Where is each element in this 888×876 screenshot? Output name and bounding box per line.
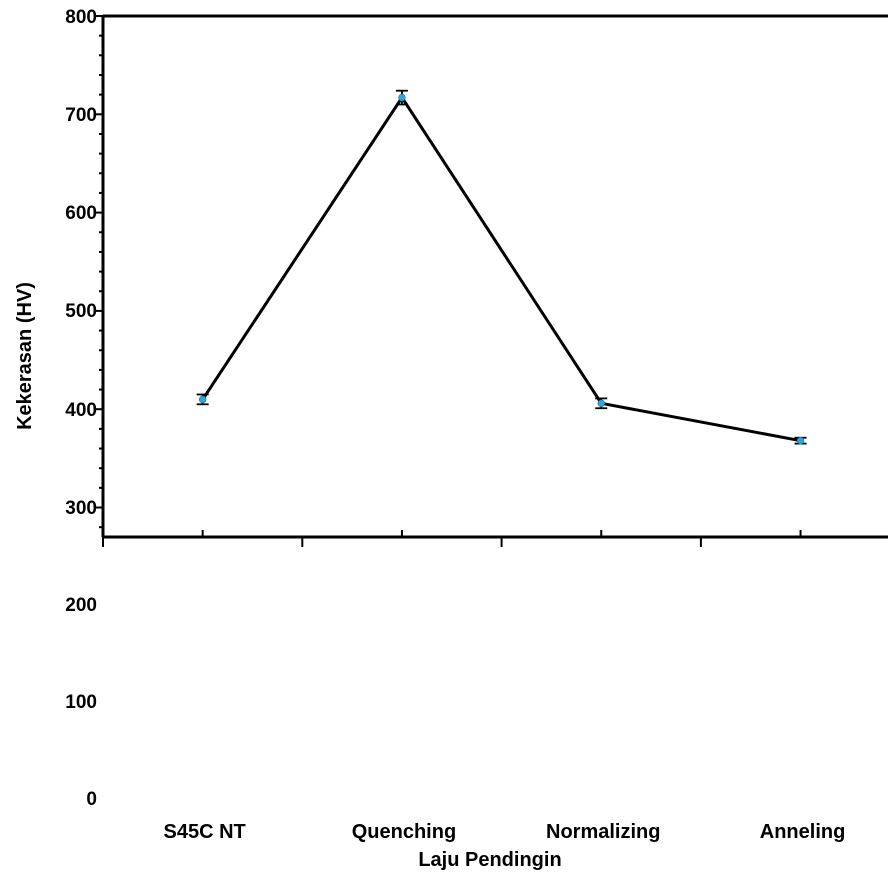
series-layer xyxy=(196,89,807,445)
y-axis-tick-labels: 0 100 200 300 400 500 600 700 800 xyxy=(65,7,97,810)
y-tick-label: 100 xyxy=(65,692,97,713)
y-tick-label: 500 xyxy=(65,301,97,322)
y-tick-label: 700 xyxy=(65,105,97,126)
y-tick-label: 600 xyxy=(65,203,97,224)
y-tick-label: 0 xyxy=(86,789,97,810)
y-axis-title: Kekerasan (HV) xyxy=(14,282,36,430)
x-axis-tick-labels: S45C NT Quenching Normalizing Anneling xyxy=(164,821,846,843)
y-tick-label: 400 xyxy=(65,400,97,421)
data-point xyxy=(398,93,406,102)
y-tick-label: 800 xyxy=(65,7,97,28)
y-tick-label: 300 xyxy=(65,498,97,519)
x-axis-ticks xyxy=(102,530,802,547)
x-tick-label: Quenching xyxy=(352,821,456,843)
plot-frame xyxy=(101,14,888,539)
y-axis-ticks xyxy=(96,15,103,529)
data-point xyxy=(198,395,207,404)
series-line xyxy=(201,96,801,443)
y-tick-label: 200 xyxy=(65,595,97,616)
data-point xyxy=(796,436,805,445)
x-tick-label: Anneling xyxy=(760,821,846,843)
x-tick-label: S45C NT xyxy=(164,821,246,843)
x-tick-label: Normalizing xyxy=(546,821,660,843)
x-axis-title: Laju Pendingin xyxy=(418,849,561,871)
data-point xyxy=(597,399,605,408)
